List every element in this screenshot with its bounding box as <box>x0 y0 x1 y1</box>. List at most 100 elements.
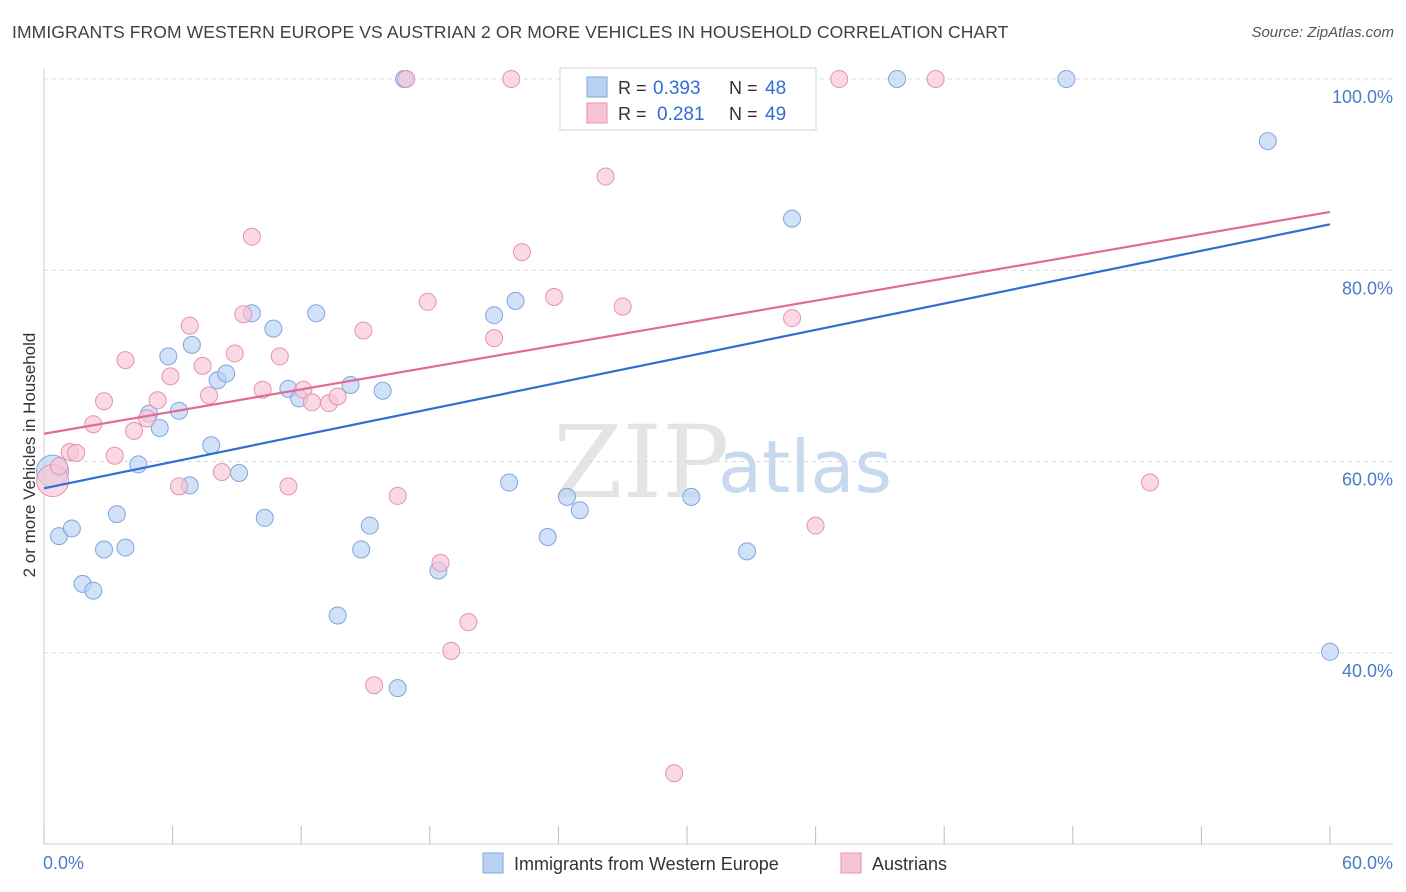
pink-point-12 <box>170 477 189 496</box>
pink-point-19 <box>242 227 261 246</box>
blue-point-25 <box>328 606 347 625</box>
grid-lines: 40.0% 60.0% 80.0% 100.0% <box>44 78 1393 681</box>
watermark-zip: ZIP <box>553 404 729 521</box>
blue-point-6 <box>107 505 126 524</box>
pink-point-18 <box>234 305 253 324</box>
pink-point-13 <box>180 316 199 335</box>
pink-point-14 <box>193 356 212 375</box>
series-legend-swatch-blue <box>482 852 504 874</box>
y-tick-label-60: 60.0% <box>1342 470 1393 490</box>
y-tick-label-40: 40.0% <box>1342 661 1393 681</box>
blue-point-37 <box>557 487 576 506</box>
pink-point-1 <box>50 457 69 476</box>
pink-point-21 <box>270 347 289 366</box>
pink-point-38 <box>545 288 564 307</box>
pink-point-32 <box>431 553 450 572</box>
legend-n-label-blue: N = <box>729 78 758 98</box>
series-legend-label-pink: Austrians <box>872 854 947 874</box>
blue-point-43 <box>783 209 802 228</box>
pink-point-39 <box>596 167 615 186</box>
pink-point-48 <box>1140 473 1159 492</box>
legend-swatch-blue <box>586 76 608 98</box>
pink-point-30 <box>397 70 416 88</box>
series-legend: Immigrants from Western Europe Austrians <box>482 852 947 874</box>
watermark-atlas: atlas <box>718 425 892 509</box>
blue-point-46 <box>1258 132 1277 151</box>
blue-point-34 <box>500 473 519 492</box>
pink-point-20 <box>253 380 272 399</box>
pink-point-46 <box>830 70 849 88</box>
pink-point-3 <box>67 443 86 462</box>
legend-n-label-pink: N = <box>729 104 758 124</box>
pink-point-7 <box>116 351 135 370</box>
blue-point-29 <box>373 381 392 400</box>
y-tick-label-100: 100.0% <box>1332 87 1393 107</box>
blue-point-5 <box>95 540 114 559</box>
pink-point-28 <box>365 676 384 695</box>
blue-point-30 <box>388 679 407 698</box>
pink-point-10 <box>148 391 167 410</box>
blue-point-14 <box>182 335 201 354</box>
legend-r-label-blue: R = <box>618 78 647 98</box>
pink-point-33 <box>442 641 461 660</box>
blue-point-17 <box>217 364 236 383</box>
blue-point-2 <box>62 519 81 538</box>
blue-point-45 <box>1057 70 1076 88</box>
blue-point-39 <box>682 487 701 506</box>
blue-point-27 <box>352 540 371 559</box>
blue-trend-line <box>43 223 1331 490</box>
pink-point-42 <box>665 764 684 783</box>
legend-n-value-pink: 49 <box>765 104 786 125</box>
blue-point-28 <box>360 516 379 535</box>
pink-point-45 <box>806 516 825 535</box>
blue-point-10 <box>150 419 169 438</box>
pink-point-17 <box>225 344 244 363</box>
pink-point-26 <box>328 387 347 406</box>
trend-lines <box>43 210 1331 490</box>
legend-r-value-blue: 0.393 <box>653 78 701 99</box>
pink-trend-line <box>43 210 1331 435</box>
blue-point-35 <box>506 291 525 310</box>
pink-point-47 <box>926 70 945 88</box>
y-tick-label-80: 80.0% <box>1342 278 1393 298</box>
pink-point-8 <box>125 421 144 440</box>
blue-point-41 <box>738 542 757 561</box>
blue-point-33 <box>485 306 504 325</box>
x-tick-label-min: 0.0% <box>43 853 84 873</box>
x-tick-label-max: 60.0% <box>1342 853 1393 873</box>
pink-point-40 <box>613 297 632 316</box>
blue-point-11 <box>159 347 178 366</box>
legend-n-value-blue: 48 <box>765 78 786 99</box>
pink-point-37 <box>512 243 531 262</box>
blue-point-18 <box>230 463 249 482</box>
legend-swatch-pink <box>586 102 608 124</box>
pink-point-44 <box>783 309 802 328</box>
blue-point-24 <box>307 304 326 323</box>
pink-point-36 <box>502 70 521 88</box>
pink-point-22 <box>279 477 298 496</box>
blue-point-7 <box>116 538 135 557</box>
watermark: ZIP atlas <box>553 404 892 521</box>
correlation-legend: R = 0.393 N = 48 R = 0.281 N = 49 <box>559 67 817 131</box>
blue-point-20 <box>255 508 274 527</box>
pink-point-9 <box>137 409 156 428</box>
legend-r-value-pink: 0.281 <box>657 104 705 125</box>
pink-point-31 <box>418 292 437 311</box>
pink-point-16 <box>212 463 231 482</box>
blue-point-36 <box>538 528 557 547</box>
pink-point-34 <box>459 613 478 632</box>
series-legend-swatch-pink <box>840 852 862 874</box>
blue-point-15 <box>202 436 221 455</box>
y-axis-title: 2 or more Vehicles in Household <box>20 333 39 578</box>
series-legend-label-blue: Immigrants from Western Europe <box>514 854 779 874</box>
legend-r-label-pink: R = <box>618 104 647 124</box>
pink-point-24 <box>302 393 321 412</box>
pink-point-29 <box>388 486 407 505</box>
pink-point-5 <box>95 392 114 411</box>
pink-point-27 <box>354 321 373 340</box>
chart-title: IMMIGRANTS FROM WESTERN EUROPE VS AUSTRI… <box>12 22 1009 42</box>
blue-point-44 <box>888 70 907 88</box>
blue-point-4 <box>84 581 103 600</box>
pink-point-11 <box>161 367 180 386</box>
